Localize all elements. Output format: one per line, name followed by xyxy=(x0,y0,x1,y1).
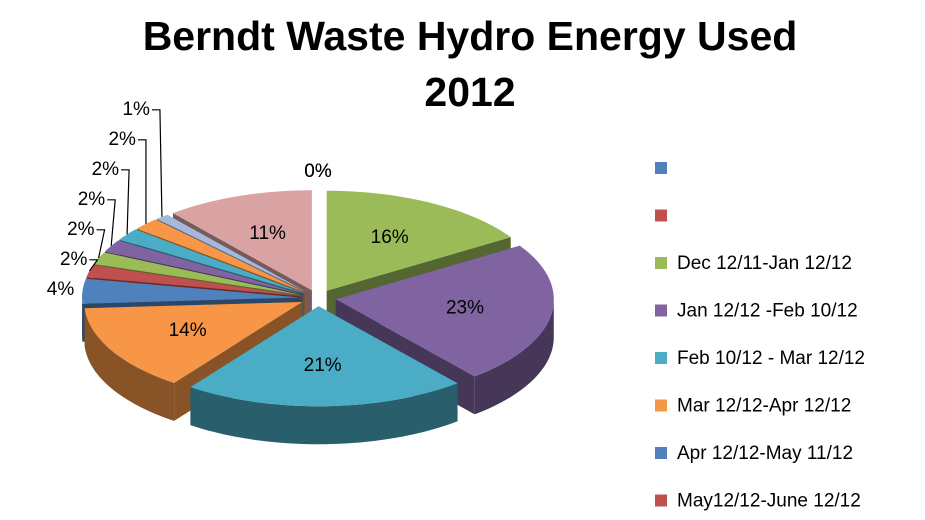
legend-label: Mar 12/12-Apr 12/12 xyxy=(677,396,851,417)
legend-swatch xyxy=(655,162,667,174)
slice-side xyxy=(474,299,554,415)
leader-line xyxy=(107,199,116,246)
data-label: 2% xyxy=(67,219,95,240)
legend-swatch xyxy=(655,494,667,507)
slice xyxy=(156,214,307,292)
slice-side xyxy=(84,308,175,421)
slice xyxy=(172,190,312,291)
legend-label: Apr 12/12-May 11/12 xyxy=(677,443,853,464)
data-label: 0% xyxy=(304,161,332,182)
legend-swatch xyxy=(655,447,667,459)
data-label: 4% xyxy=(47,279,75,300)
slice xyxy=(84,301,303,383)
slice-side xyxy=(190,383,458,445)
slice xyxy=(82,278,301,304)
legend-swatch xyxy=(655,352,667,364)
data-label: 16% xyxy=(371,227,409,248)
data-label: 2% xyxy=(78,189,106,210)
slice xyxy=(93,252,302,295)
slice xyxy=(335,245,554,377)
slice xyxy=(136,219,305,293)
leader-line xyxy=(137,139,147,224)
legend-swatch xyxy=(655,257,667,269)
legend-swatch xyxy=(655,209,667,222)
chart-title: Berndt Waste Hydro Energy Used 2012 xyxy=(142,13,798,115)
legend-label: Jan 12/12 -Feb 10/12 xyxy=(677,301,858,322)
legend-label: Feb 10/12 - Mar 12/12 xyxy=(677,348,865,369)
data-label: 1% xyxy=(122,99,150,120)
data-label: 21% xyxy=(304,355,342,376)
slice xyxy=(86,265,301,296)
leader-line xyxy=(88,259,99,272)
leader-line xyxy=(151,109,163,217)
leader-line xyxy=(121,169,130,235)
leader-line xyxy=(96,229,106,259)
data-label: 14% xyxy=(169,320,207,341)
data-label: 0% xyxy=(304,161,332,182)
data-label: 23% xyxy=(446,298,484,319)
data-label: 2% xyxy=(60,249,88,270)
legend-swatch xyxy=(655,399,667,412)
slice xyxy=(104,240,303,295)
data-label: 2% xyxy=(92,159,120,180)
data-label: 2% xyxy=(108,129,136,150)
legend-swatch xyxy=(655,304,667,317)
slice xyxy=(190,306,458,407)
legend-label: Dec 12/11-Jan 12/12 xyxy=(677,253,852,274)
slice xyxy=(326,190,511,291)
data-label: 11% xyxy=(249,223,286,244)
legend-label: May12/12-June 12/12 xyxy=(677,491,861,512)
slice xyxy=(119,229,304,294)
